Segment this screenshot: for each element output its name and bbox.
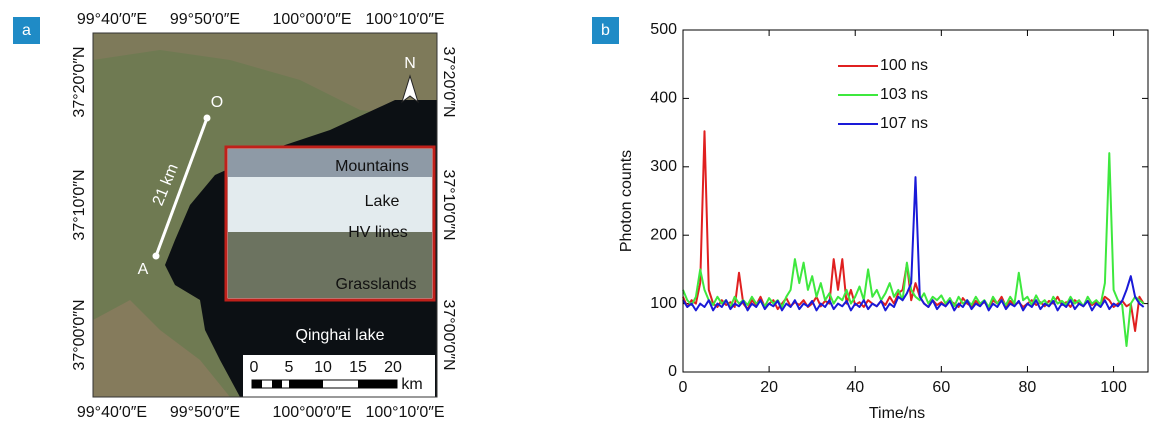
scale-unit: km [401,376,422,393]
series-line [682,176,1145,312]
lon-label: 100°00′0″E [272,404,351,421]
inset-label: Lake [365,193,400,210]
lat-label: 37°10′0″N [71,169,88,240]
scale-label: 15 [349,359,367,376]
x-tick-label: 0 [679,379,688,396]
scale-label: 5 [285,359,294,376]
inset-label: HV lines [348,224,408,241]
inset-grass [228,232,432,298]
hills [93,33,437,120]
x-tick-label: 40 [846,379,864,396]
north-label: N [404,55,416,72]
point [203,114,211,122]
y-tick-label: 200 [650,226,677,243]
scale-box [243,355,435,397]
lon-label: 99°50′0″E [170,404,240,421]
lon-label: 99°40′0″E [77,404,147,421]
lat-label: 37°10′0″N [440,169,457,240]
lon-label: 100°00′0″E [272,11,351,28]
scale-seg [252,380,262,388]
shore [93,300,230,397]
x-tick-label: 60 [932,379,950,396]
lat-label: 37°20′0″N [71,46,88,117]
lat-label: 37°20′0″N [440,46,457,117]
scale-seg [358,380,397,388]
lake-label: Qinghai lake [296,327,385,344]
x-tick-label: 80 [1019,379,1037,396]
point-label: A [138,261,149,278]
scale-label: 0 [250,359,259,376]
point [152,252,160,260]
x-axis-label: Time/ns [869,405,925,422]
inset-sky [228,149,432,177]
y-tick-label: 100 [650,295,677,312]
scale-seg [289,380,323,388]
lon-label: 99°40′0″E [77,11,147,28]
panel-label-box [13,17,40,44]
lon-label: 99°50′0″E [170,11,240,28]
point-label: O [211,94,223,111]
lat-label: 37°00′0″N [440,299,457,370]
map: O A 21 km N Mountains Lake HV lines Gras… [92,32,438,398]
lat-label: 37°00′0″N [71,299,88,370]
legend-label: 103 ns [880,86,928,103]
scale-seg [272,380,282,388]
x-tick-label: 20 [760,379,778,396]
panel-label: a [22,22,31,39]
inset-lake [228,177,432,232]
plot-frame [682,29,1149,373]
north-arrow [401,74,419,104]
y-tick-label: 0 [668,363,677,380]
scale-label: 10 [314,359,332,376]
y-tick-label: 300 [650,158,677,175]
legend-label: 107 ns [880,115,928,132]
inset-label: Mountains [335,158,409,175]
y-axis-label: Photon counts [618,150,635,252]
inset: Mountains Lake HV lines Grasslands [224,145,436,302]
lon-label: 100°10′0″E [365,11,444,28]
panel-label-box [592,17,619,44]
path-line [154,117,209,257]
lon-label: 100°10′0″E [365,404,444,421]
y-tick-label: 500 [650,21,677,38]
scale-label: 20 [384,359,402,376]
inset-label: Grasslands [336,276,417,293]
x-tick-label: 100 [1100,379,1127,396]
panel-label: b [601,22,610,39]
y-tick-label: 400 [650,90,677,107]
map-frame [92,32,438,398]
legend-label: 100 ns [880,57,928,74]
